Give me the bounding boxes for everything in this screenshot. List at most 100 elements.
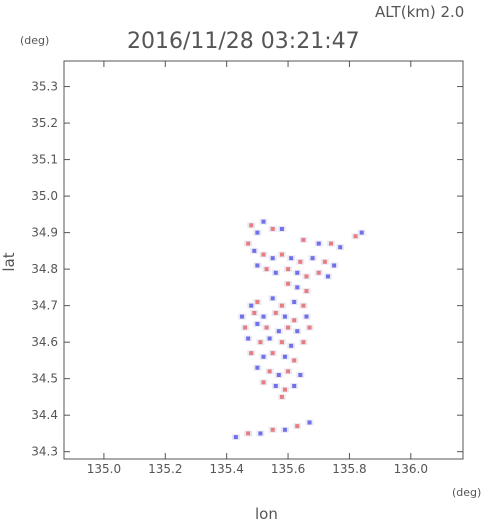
data-cell [270,427,275,432]
x-tick-label: 135.4 [209,462,243,476]
data-cell [286,281,291,286]
data-cell [261,219,266,224]
data-cell [353,234,358,239]
chart-title: 2016/11/28 03:21:47 [127,29,360,54]
x-axis-unit: (deg) [452,486,481,499]
chart-subtitle: ALT(km) 2.0 [375,3,464,21]
data-cell [270,296,275,301]
data-cell [295,285,300,290]
data-cell [273,383,278,388]
data-cell [255,299,260,304]
y-tick-label: 34.4 [31,408,58,422]
data-cell [273,310,278,315]
data-cell [298,259,303,264]
x-axis-label: lon [255,505,278,521]
x-tick-label: 135.8 [332,462,366,476]
data-cell [252,248,257,253]
data-cell [359,230,364,235]
data-cell [282,354,287,359]
data-cell [246,336,251,341]
data-cell [255,321,260,326]
data-cell [292,299,297,304]
y-axis-unit: (deg) [20,34,49,47]
data-cell [325,274,330,279]
data-cell [276,329,281,334]
data-cell [298,373,303,378]
x-tick-label: 135.6 [271,462,305,476]
data-cell [273,270,278,275]
data-cell [261,252,266,257]
y-tick-label: 34.5 [31,372,58,386]
y-tick-label: 34.6 [31,335,58,349]
data-cell [255,365,260,370]
data-cell [338,245,343,250]
data-cell [301,340,306,345]
y-tick-label: 34.7 [31,299,58,313]
data-cell [292,318,297,323]
data-cell [316,241,321,246]
data-cell [279,303,284,308]
data-cell [304,274,309,279]
y-tick-label: 35.0 [31,189,58,203]
data-cell [246,241,251,246]
data-cell [249,351,254,356]
data-cell [307,420,312,425]
data-cell [295,424,300,429]
data-cell [286,325,291,330]
data-cell [279,340,284,345]
data-cell [329,241,334,246]
data-cell [246,431,251,436]
data-cell [279,252,284,257]
data-cell [289,256,294,261]
data-cell [304,289,309,294]
y-tick-label: 35.2 [31,116,58,130]
data-cell [261,314,266,319]
data-cell [301,303,306,308]
data-cell [255,230,260,235]
data-cell [249,223,254,228]
data-cell [261,354,266,359]
data-cell [286,267,291,272]
y-axis-label: lat [0,252,18,271]
data-cell [276,373,281,378]
data-cell [249,303,254,308]
data-cell [258,340,263,345]
data-cell [282,427,287,432]
data-cell [279,226,284,231]
data-cell [301,237,306,242]
y-tick-label: 35.3 [31,80,58,94]
data-cell [233,435,238,440]
data-cell [286,369,291,374]
data-cell [304,314,309,319]
data-cells [231,218,366,441]
data-cell [332,263,337,268]
y-tick-label: 34.9 [31,226,58,240]
data-cell [292,358,297,363]
data-cell [264,325,269,330]
data-cell [289,343,294,348]
data-cell [243,325,248,330]
data-cell [270,226,275,231]
data-cell [279,394,284,399]
x-tick-label: 135.2 [148,462,182,476]
data-cell [322,259,327,264]
data-cell [270,351,275,356]
data-cell [295,270,300,275]
data-cell [282,387,287,392]
data-cell [240,314,245,319]
axis-ticks: 135.0 135.2 135.4 135.6 135.8 136.0 34.3 34.4 34… [31,61,463,476]
y-tick-label: 35.1 [31,153,58,167]
data-cell [267,336,272,341]
data-cell [316,270,321,275]
data-cell [282,314,287,319]
y-tick-label: 34.8 [31,262,58,276]
data-cell [310,256,315,261]
data-cell [255,263,260,268]
data-cell [258,431,263,436]
x-tick-label: 136.0 [394,462,428,476]
data-cell [261,380,266,385]
data-cell [252,310,257,315]
data-cell [295,329,300,334]
data-cell [307,325,312,330]
